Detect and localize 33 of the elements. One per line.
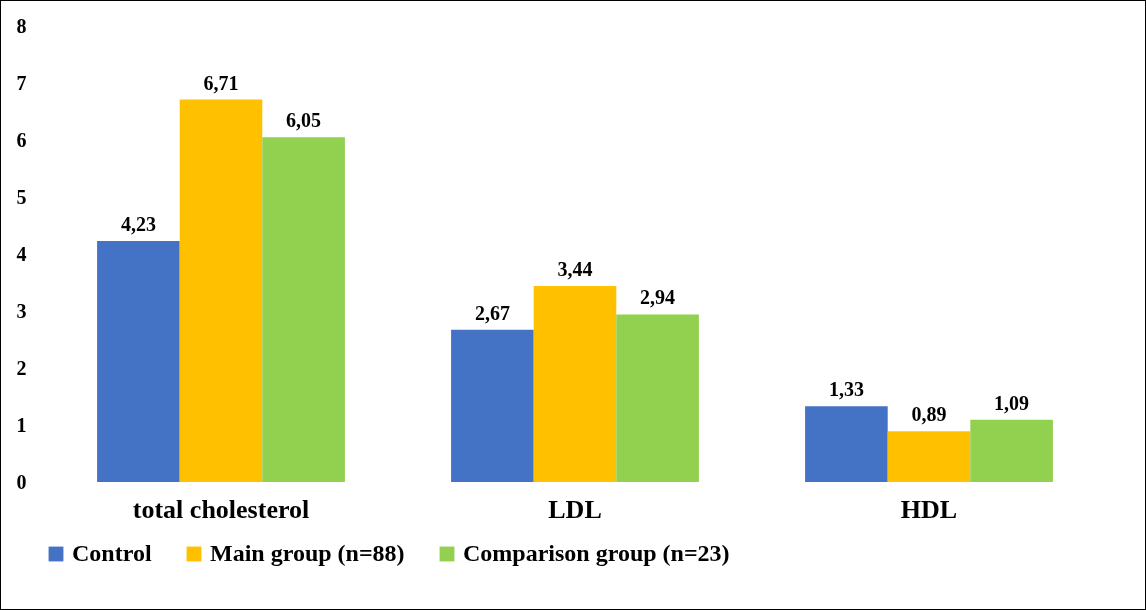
data-label: 6,71 bbox=[203, 71, 239, 94]
data-label: 6,05 bbox=[286, 109, 322, 132]
y-tick-label: 7 bbox=[16, 71, 27, 94]
bar bbox=[805, 406, 888, 482]
y-tick-label: 2 bbox=[16, 356, 27, 379]
bar bbox=[887, 431, 971, 482]
legend-label: Main group (n=88) bbox=[210, 540, 405, 566]
y-tick-label: 5 bbox=[16, 185, 27, 208]
bar bbox=[179, 99, 263, 482]
legend-label: Comparison group (n=23) bbox=[463, 540, 730, 566]
x-tick-label: LDL bbox=[548, 494, 602, 524]
bar bbox=[970, 419, 1053, 482]
data-label: 2,67 bbox=[474, 301, 510, 324]
data-label: 2,94 bbox=[640, 286, 676, 309]
x-tick-label: HDL bbox=[900, 494, 958, 524]
legend-label: Control bbox=[72, 540, 152, 566]
y-tick-label: 8 bbox=[16, 14, 27, 37]
y-tick-label: 6 bbox=[16, 128, 27, 151]
data-label: 4,23 bbox=[120, 212, 156, 235]
y-tick-label: 3 bbox=[16, 299, 27, 322]
bar bbox=[616, 314, 699, 482]
data-label: 1,09 bbox=[994, 391, 1030, 414]
bar bbox=[262, 137, 345, 482]
data-label: 0,89 bbox=[911, 403, 947, 426]
bar bbox=[97, 240, 180, 482]
y-tick-label: 4 bbox=[16, 242, 27, 265]
y-tick-label: 0 bbox=[16, 470, 27, 493]
x-tick-label: total cholesterol bbox=[132, 494, 310, 524]
bar bbox=[533, 285, 617, 482]
data-label: 1,33 bbox=[828, 378, 864, 401]
y-tick-label: 1 bbox=[16, 413, 27, 436]
bar bbox=[451, 329, 534, 482]
data-label: 3,44 bbox=[557, 257, 593, 280]
